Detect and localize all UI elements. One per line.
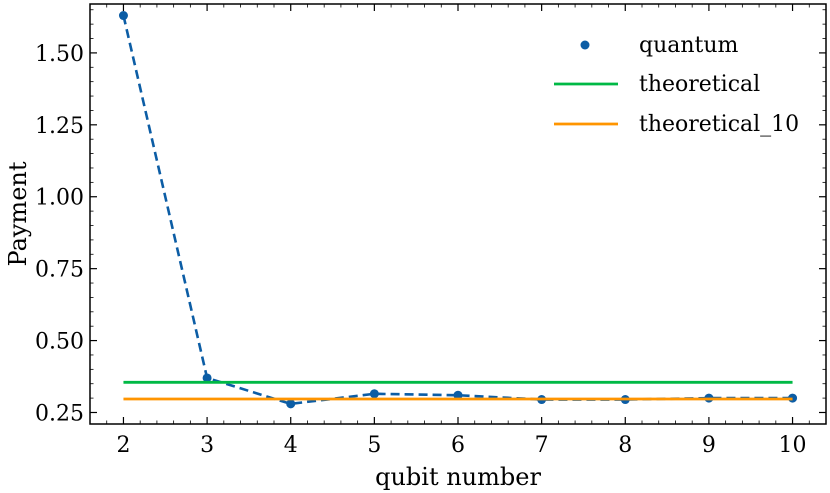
legend-label-quantum: quantum (639, 33, 739, 58)
axis-ticks (89, 4, 827, 424)
legend: quantum theoretical theoretical_10 (554, 33, 799, 137)
x-tick-label: 6 (451, 433, 465, 458)
legend-label-theoretical: theoretical (639, 72, 760, 97)
plot-area (118, 11, 798, 409)
y-tick-label: 1.00 (35, 186, 84, 211)
data-point-quantum (202, 373, 212, 383)
x-tick-label: 4 (284, 433, 298, 458)
data-point-quantum (118, 11, 128, 21)
plot-frame (89, 3, 827, 425)
y-tick-label: 1.50 (35, 42, 84, 67)
y-axis-title: Payment (4, 161, 32, 266)
x-tick-label: 7 (535, 433, 549, 458)
x-tick-label: 9 (702, 433, 716, 458)
data-point-quantum (369, 389, 379, 399)
x-axis-title: qubit number (375, 463, 541, 491)
legend-entry-theoretical-10: theoretical_10 (554, 112, 799, 137)
data-point-quantum (286, 399, 296, 409)
y-tick-label: 0.50 (35, 330, 84, 355)
x-tick-label: 2 (116, 433, 130, 458)
data-point-quantum (453, 390, 463, 400)
tick-labels: 2 3 4 5 6 7 8 9 10 0.25 0.50 0.75 1.00 1.25 1.50 (35, 42, 807, 458)
legend-marker-quantum (580, 40, 590, 50)
y-tick-label: 0.25 (35, 401, 84, 426)
x-tick-label: 5 (367, 433, 381, 458)
legend-entry-theoretical: theoretical (554, 72, 760, 97)
y-tick-label: 0.75 (35, 258, 84, 283)
x-tick-label: 10 (779, 433, 807, 458)
x-tick-label: 3 (200, 433, 214, 458)
y-tick-label: 1.25 (35, 114, 84, 139)
x-tick-label: 8 (618, 433, 632, 458)
legend-label-theoretical-10: theoretical_10 (639, 112, 799, 137)
legend-entry-quantum: quantum (580, 33, 739, 58)
